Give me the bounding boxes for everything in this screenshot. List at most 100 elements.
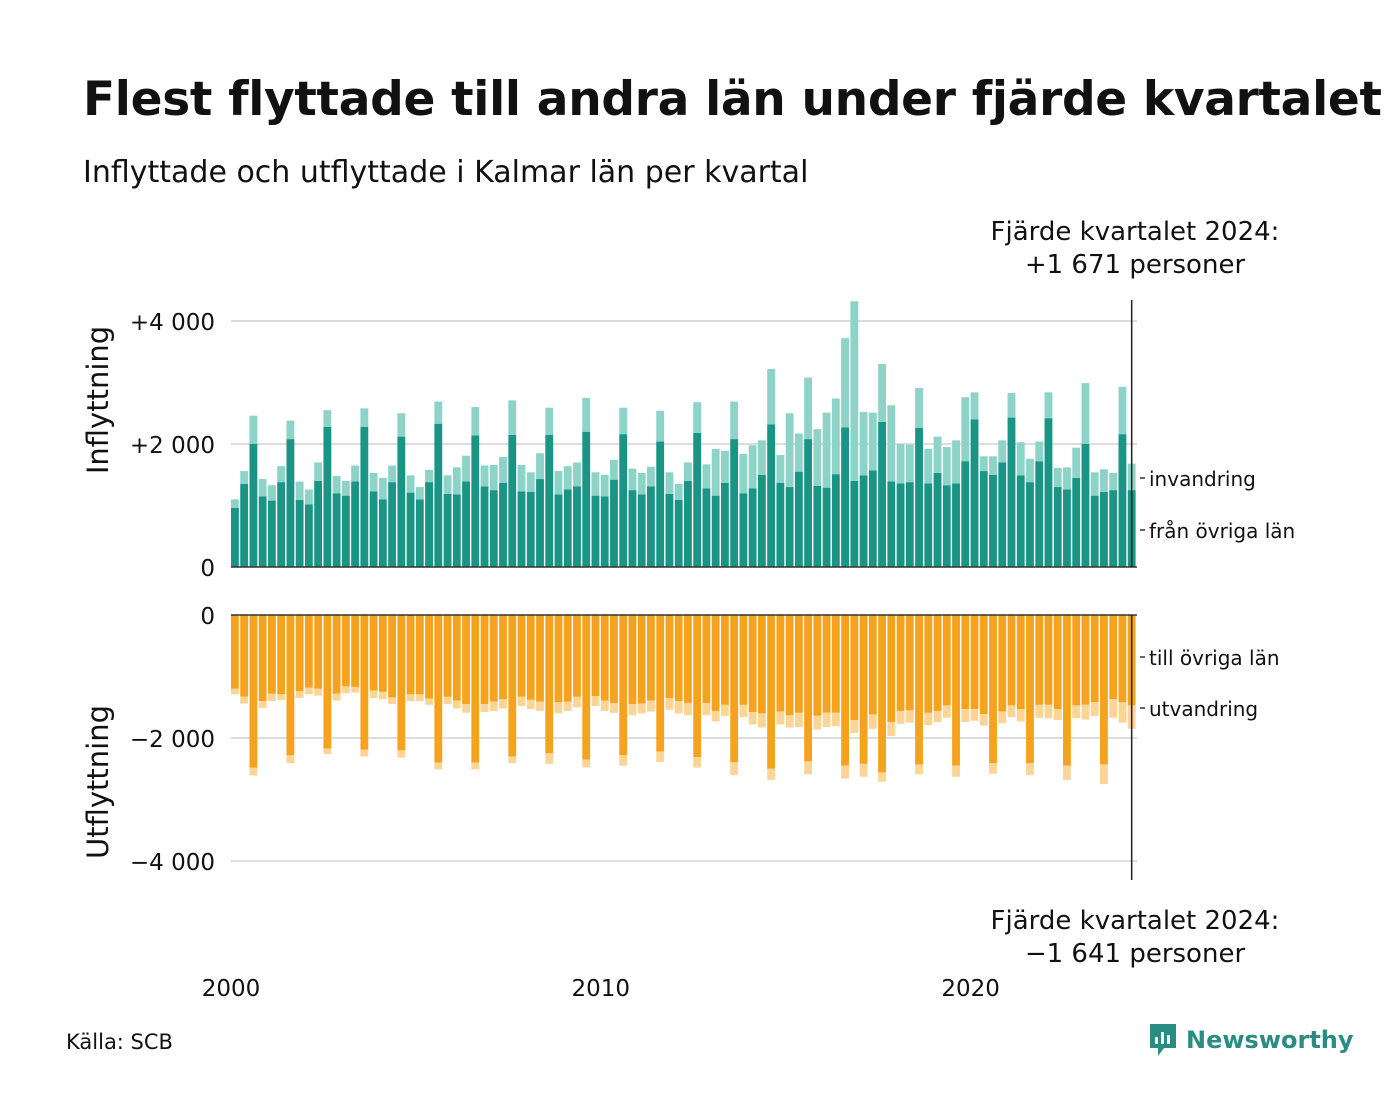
bar-inflow-domestic — [896, 483, 905, 567]
bar-inflow-domestic — [388, 482, 397, 567]
bar-inflow-domestic — [878, 421, 886, 567]
bar-outflow-domestic — [850, 615, 859, 721]
bar-inflow-domestic — [998, 462, 1007, 567]
bar-outflow-domestic — [443, 615, 452, 697]
bar-outflow-emigration — [702, 702, 711, 716]
bar-outflow-emigration — [425, 698, 433, 705]
bar-outflow-domestic — [868, 615, 877, 715]
bar-outflow-emigration — [896, 710, 905, 724]
bar-inflow-domestic — [674, 499, 683, 567]
bar-outflow-emigration — [508, 756, 517, 764]
bar-outflow-domestic — [240, 615, 249, 697]
bar-inflow-domestic — [822, 487, 831, 567]
bar-outflow-domestic — [665, 615, 674, 699]
bar-outflow-domestic — [887, 615, 896, 723]
bar-outflow-emigration — [1072, 705, 1081, 719]
bar-outflow-domestic — [314, 615, 323, 689]
bar-outflow-domestic — [471, 615, 480, 763]
bar-outflow-domestic — [304, 615, 313, 688]
bar-inflow-immigration — [794, 433, 803, 472]
bar-outflow-domestic — [831, 615, 840, 713]
annotation-top: Fjärde kvartalet 2024: +1 671 personer — [985, 216, 1285, 282]
bar-outflow-emigration — [1035, 704, 1044, 718]
bar-inflow-immigration — [841, 338, 850, 428]
bar-outflow-domestic — [1016, 615, 1025, 710]
bar-inflow-domestic — [905, 482, 914, 567]
bar-inflow-immigration — [1109, 472, 1118, 491]
bar-outflow-emigration — [711, 710, 720, 722]
bar-outflow-domestic — [489, 615, 498, 702]
bar-outflow-emigration — [933, 710, 942, 723]
bar-inflow-domestic — [970, 419, 979, 567]
bar-inflow-domestic — [952, 483, 960, 567]
bar-inflow-domestic — [1026, 482, 1034, 567]
bar-inflow-domestic — [434, 423, 443, 567]
bar-outflow-emigration — [1016, 709, 1025, 722]
bar-inflow-domestic — [1035, 461, 1044, 567]
bar-outflow-domestic — [369, 615, 378, 691]
bar-inflow-domestic — [979, 471, 988, 567]
bar-outflow-domestic — [767, 615, 776, 769]
bar-outflow-domestic — [1063, 615, 1071, 766]
bar-inflow-immigration — [1090, 472, 1099, 496]
bar-outflow-emigration — [332, 693, 341, 701]
bar-outflow-domestic — [970, 615, 979, 710]
bar-outflow-emigration — [536, 701, 544, 711]
annotation-bottom-line1: Fjärde kvartalet 2024: — [990, 906, 1280, 936]
bar-outflow-emigration — [406, 694, 415, 702]
bar-outflow-emigration — [952, 765, 960, 777]
bar-outflow-emigration — [757, 713, 766, 728]
bar-outflow-domestic — [1053, 615, 1062, 710]
bar-outflow-domestic — [785, 615, 794, 716]
bar-inflow-domestic — [785, 487, 794, 567]
bar-outflow-emigration — [693, 757, 702, 768]
bar-inflow-domestic — [332, 493, 341, 567]
bar-outflow-domestic — [378, 615, 387, 692]
bar-outflow-domestic — [711, 615, 720, 711]
bar-inflow-immigration — [258, 479, 267, 497]
bar-inflow-immigration — [508, 400, 517, 435]
bar-inflow-domestic — [480, 486, 489, 567]
bar-outflow-emigration — [1007, 705, 1016, 718]
bar-inflow-domestic — [961, 461, 970, 567]
bar-outflow-domestic — [388, 615, 397, 698]
bar-outflow-emigration — [776, 711, 785, 725]
bar-inflow-domestic — [859, 475, 868, 567]
bar-outflow-domestic — [258, 615, 267, 702]
bar-inflow-domestic — [628, 490, 637, 567]
bar-outflow-domestic — [878, 615, 886, 773]
bar-inflow-domestic — [1063, 489, 1071, 567]
bar-inflow-domestic — [443, 493, 452, 567]
bar-outflow-domestic — [351, 615, 360, 687]
bar-inflow-domestic — [351, 481, 360, 567]
bar-outflow-domestic — [406, 615, 415, 695]
bar-inflow-domestic — [360, 426, 369, 567]
bar-outflow-domestic — [989, 615, 997, 764]
bar-outflow-domestic — [295, 615, 304, 692]
bar-outflow-emigration — [388, 697, 397, 705]
bar-outflow-domestic — [582, 615, 591, 760]
bar-inflow-domestic — [748, 488, 757, 567]
bar-outflow-emigration — [674, 701, 683, 714]
bar-outflow-domestic — [859, 615, 868, 764]
bar-outflow-emigration — [1109, 699, 1118, 718]
bar-outflow-emigration — [397, 750, 406, 758]
bar-inflow-domestic — [471, 435, 480, 567]
bar-inflow-immigration — [637, 472, 646, 495]
bar-inflow-immigration — [323, 410, 332, 427]
bar-outflow-domestic — [776, 615, 785, 712]
bar-inflow-immigration — [915, 388, 923, 429]
bar-inflow-immigration — [443, 475, 452, 494]
bar-outflow-domestic — [896, 615, 905, 711]
chart-subtitle: Inflyttade och utflyttade i Kalmar län p… — [83, 155, 809, 190]
bar-inflow-domestic — [231, 507, 239, 567]
bar-inflow-immigration — [998, 440, 1007, 463]
bar-inflow-domestic — [591, 495, 600, 567]
bar-outflow-domestic — [360, 615, 369, 750]
bar-inflow-domestic — [887, 481, 896, 567]
bar-outflow-domestic — [1072, 615, 1081, 706]
bar-outflow-domestic — [1090, 615, 1099, 703]
bar-inflow-immigration — [406, 475, 415, 493]
bar-outflow-domestic — [1026, 615, 1034, 764]
bar-outflow-domestic — [1035, 615, 1044, 705]
